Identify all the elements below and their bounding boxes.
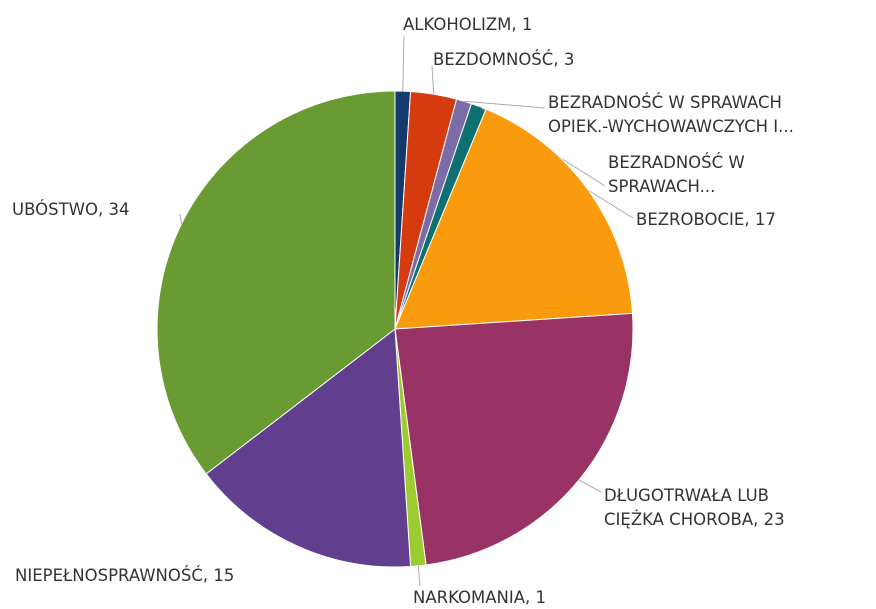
value-label: 1 [536, 588, 547, 607]
category-label: BEZROBOCIE [636, 210, 744, 229]
category-label: NIEPEŁNOSPRAWNOŚĆ [15, 566, 203, 585]
value-label: 3 [564, 50, 575, 69]
value-label: 34 [108, 200, 129, 219]
value-label: 1 [522, 15, 533, 34]
leader-line [179, 213, 183, 224]
category-label: BEZDOMNOŚĆ [433, 50, 553, 69]
slice-label: BEZROBOCIE, 17 [636, 210, 776, 229]
value-label: 15 [213, 566, 234, 585]
slice-label: DŁUGOTRWAŁA LUB CIĘŻKA CHOROBA, 23 [604, 486, 785, 529]
pie-slice [394, 108, 634, 330]
slice-label: NARKOMANIA, 1 [413, 588, 546, 607]
leader-line [402, 35, 405, 92]
category-label: BEZRADNOŚĆ W SPRAWACH... [608, 153, 745, 196]
slice-label: NIEPEŁNOSPRAWNOŚĆ, 15 [15, 566, 234, 585]
leader-line [464, 100, 546, 109]
leader-line [578, 479, 602, 493]
slice-label: BEZDOMNOŚĆ, 3 [433, 50, 574, 69]
slice-label: BEZRADNOŚĆ W SPRAWACH OPIEK.-WYCHOWAWCZYC… [548, 93, 794, 136]
pie-slice [156, 90, 396, 475]
value-label: 17 [755, 210, 776, 229]
value-label: 23 [764, 510, 785, 529]
slice-label: ALKOHOLIZM, 1 [403, 15, 532, 34]
category-label: ALKOHOLIZM [403, 15, 511, 34]
slice-label: UBÓSTWO, 34 [12, 200, 129, 219]
pie-slice [394, 312, 634, 566]
category-label: NARKOMANIA [413, 588, 526, 607]
category-label: BEZRADNOŚĆ W SPRAWACH OPIEK.-WYCHOWAWCZYC… [548, 93, 794, 136]
leader-line [588, 189, 634, 219]
pie-slice [205, 328, 412, 568]
category-label: UBÓSTWO [12, 200, 98, 219]
category-label: DŁUGOTRWAŁA LUB CIĘŻKA CHOROBA [604, 486, 769, 529]
leader-line [431, 65, 435, 95]
leader-line [417, 565, 421, 587]
slice-label: BEZRADNOŚĆ W SPRAWACH... [608, 153, 745, 196]
